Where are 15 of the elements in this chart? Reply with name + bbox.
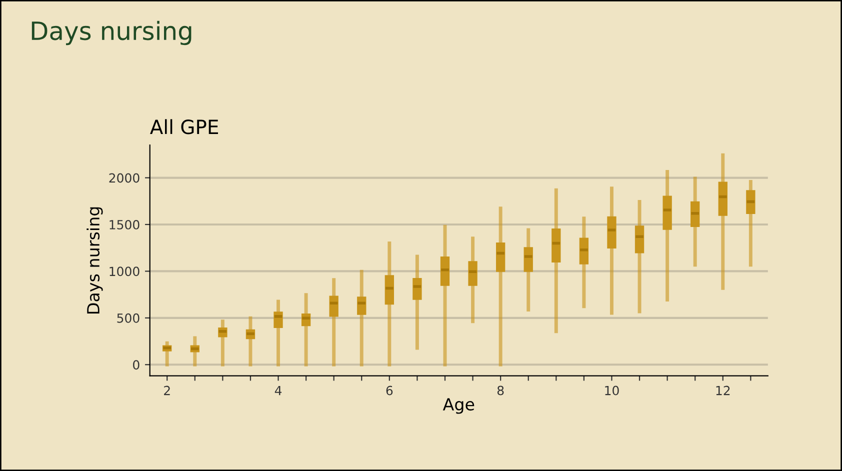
x-tick-label: 12 <box>716 386 730 396</box>
x-tick-label: 10 <box>605 386 619 396</box>
y-tick-label: 1000 <box>110 266 140 276</box>
chart-subtitle: All GPE <box>150 119 218 134</box>
y-tick-label: 0 <box>133 360 140 370</box>
x-tick-label: 6 <box>386 386 393 396</box>
x-tick-label: 8 <box>497 386 504 396</box>
y-tick-label: 1500 <box>110 220 140 230</box>
y-tick-label: 2000 <box>109 173 140 183</box>
x-tick-label: 2 <box>164 386 170 396</box>
y-axis-title: Days nursing <box>86 207 103 314</box>
y-tick-label: 500 <box>117 313 140 323</box>
x-axis-title: Age <box>442 398 474 414</box>
chart-title: Days nursing <box>32 20 192 46</box>
x-tick-label: 4 <box>274 386 282 396</box>
